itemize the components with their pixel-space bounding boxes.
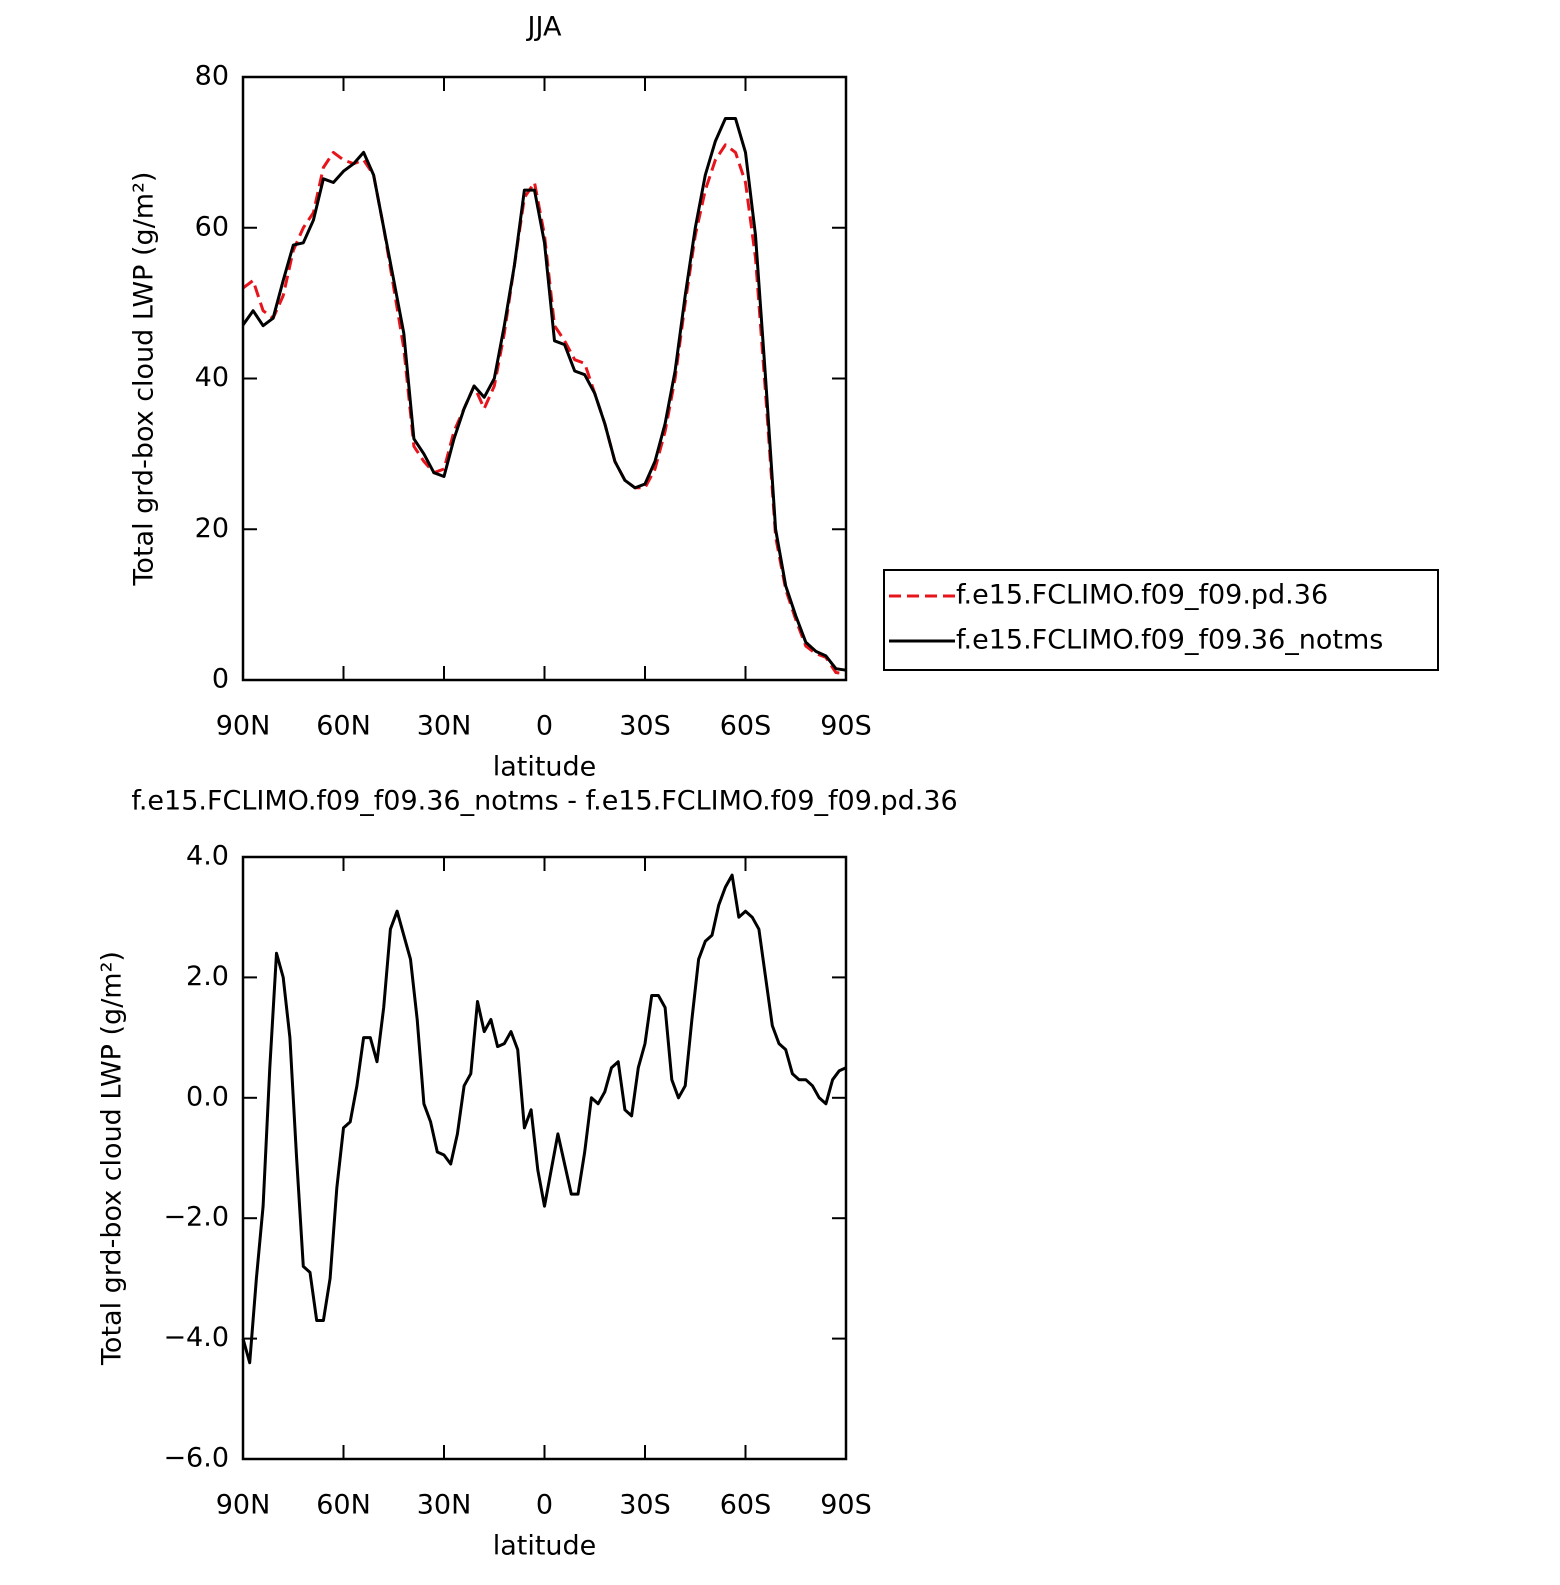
chart-title: f.e15.FCLIMO.f09_f09.36_notms - f.e15.FC…: [131, 786, 957, 817]
chart-title: JJA: [526, 12, 562, 43]
y-tick-label: −2.0: [163, 1202, 229, 1233]
data-line: [242, 143, 847, 676]
plot-frame: [241, 75, 848, 682]
x-tick-label: 90N: [216, 711, 271, 742]
legend-box: [883, 569, 1439, 671]
legend-label: f.e15.FCLIMO.f09_f09.36_notms: [956, 625, 1383, 656]
y-tick-label: 0.0: [186, 1081, 229, 1112]
x-tick-label: 30N: [417, 711, 472, 742]
x-tick-label: 60N: [316, 1490, 371, 1521]
y-axis-label: Total grd-box cloud LWP (g/m²): [129, 172, 160, 587]
y-tick-label: 80: [195, 61, 229, 92]
data-line: [241, 117, 847, 672]
y-tick-label: 4.0: [186, 841, 229, 872]
x-tick-label: 90N: [216, 1490, 271, 1521]
x-tick-label: 30N: [417, 1490, 472, 1521]
plot-frame: [241, 855, 848, 1461]
x-tick-label: 30S: [619, 1490, 671, 1521]
x-tick-label: 0: [536, 1490, 553, 1521]
x-tick-label: 60S: [720, 1490, 772, 1521]
x-tick-label: 0: [536, 711, 553, 742]
y-tick-label: −4.0: [163, 1322, 229, 1353]
x-axis-label: latitude: [493, 752, 597, 783]
data-line: [241, 873, 847, 1365]
x-tick-label: 90S: [820, 711, 872, 742]
x-tick-label: 30S: [619, 711, 671, 742]
x-tick-label: 60S: [720, 711, 772, 742]
legend-label: f.e15.FCLIMO.f09_f09.pd.36: [956, 580, 1328, 611]
x-tick-label: 90S: [820, 1490, 872, 1521]
x-tick-label: 60N: [316, 711, 371, 742]
x-axis-label: latitude: [493, 1531, 597, 1562]
y-tick-label: 2.0: [186, 961, 229, 992]
y-tick-label: 40: [195, 362, 229, 393]
y-tick-label: 60: [195, 211, 229, 242]
y-axis-label: Total grd-box cloud LWP (g/m²): [97, 951, 128, 1366]
y-tick-label: 0: [212, 664, 229, 695]
y-tick-label: 20: [195, 513, 229, 544]
y-tick-label: −6.0: [163, 1443, 229, 1474]
